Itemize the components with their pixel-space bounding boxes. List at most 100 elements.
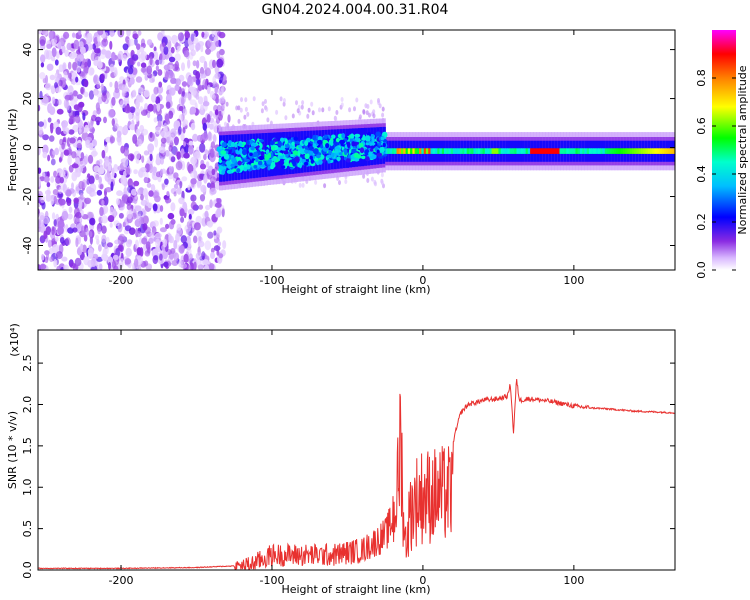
heatmap-cell: [279, 155, 284, 159]
heatmap-cell: [358, 114, 362, 120]
heatmap-cell: [160, 157, 164, 165]
heatmap-cell: [315, 154, 321, 159]
x-tick-label: -200: [109, 574, 134, 587]
heatmap-cell: [134, 37, 138, 46]
heatmap-cell: [55, 175, 62, 184]
heatmap-cell: [45, 193, 52, 202]
heatmap-cell: [133, 150, 141, 161]
snr-axes: -200 -100 0 100 0.0 0.5 1.0 1.5 2.0 2.5: [21, 330, 675, 587]
snr-x-label: Height of straight line (km): [281, 583, 430, 596]
heatmap-cell: [63, 264, 67, 270]
heatmap-cell: [557, 148, 561, 154]
heatmap-cell: [75, 264, 79, 270]
heatmap-cell: [221, 207, 225, 218]
heatmap-cell: [149, 153, 153, 162]
heatmap-cell: [550, 148, 554, 154]
heatmap-cell: [118, 212, 124, 219]
heatmap-cell: [83, 234, 88, 242]
heatmap-cell: [561, 148, 565, 154]
heatmap-cell: [39, 72, 46, 80]
heatmap-cell: [52, 150, 56, 156]
heatmap-cell: [133, 169, 138, 175]
heatmap-cell: [198, 204, 204, 210]
heatmap-cell: [346, 158, 351, 163]
heatmap-cell: [394, 148, 397, 154]
x-tick-label: -100: [259, 274, 284, 287]
heatmap-cell: [575, 148, 579, 154]
heatmap-cell: [593, 148, 597, 154]
heatmap-cell: [239, 107, 243, 113]
heatmap-cell: [187, 184, 191, 191]
heatmap-cell: [111, 167, 115, 178]
heatmap-cell: [321, 107, 325, 113]
heatmap-cell: [54, 34, 60, 41]
heatmap-cell: [95, 102, 100, 112]
heatmap-cell: [195, 71, 201, 80]
heatmap-cell: [178, 259, 183, 268]
heatmap-cell: [568, 148, 572, 154]
heatmap-cell: [212, 75, 216, 85]
colorbar-label: Normalized spectral amplitude: [736, 65, 749, 234]
heatmap-cell: [52, 189, 59, 196]
heatmap-cell: [103, 116, 107, 124]
heatmap-cell: [153, 191, 160, 199]
heatmap-cell: [206, 220, 213, 227]
heatmap-cell: [38, 167, 42, 174]
heatmap-cell: [128, 38, 135, 47]
heatmap-cell: [169, 87, 176, 96]
heatmap-cell: [638, 148, 642, 154]
heatmap-cell: [266, 117, 270, 123]
heatmap-cell: [656, 148, 660, 154]
heatmap-cell: [250, 146, 255, 151]
heatmap-cell: [50, 198, 54, 205]
heatmap-cell: [152, 203, 158, 212]
heatmap-cell: [192, 60, 197, 67]
heatmap-cell: [328, 149, 333, 155]
heatmap-cell: [199, 163, 207, 170]
heatmap-cell: [304, 140, 309, 146]
heatmap-cell: [135, 76, 143, 83]
heatmap-cell: [165, 101, 171, 109]
heatmap-cell: [146, 39, 153, 46]
heatmap-cell: [74, 207, 80, 217]
heatmap-cell: [140, 38, 146, 47]
heatmap-cell: [144, 194, 148, 201]
heatmap-cell: [258, 155, 265, 161]
colorbar-tick-label: 0.2: [695, 213, 708, 231]
heatmap-cell: [188, 145, 194, 155]
heatmap-cell: [97, 30, 104, 36]
heatmap-cell: [101, 225, 107, 234]
heatmap-cell: [416, 148, 420, 154]
heatmap-cell: [46, 63, 54, 71]
heatmap-cell: [80, 225, 85, 234]
snr-y-label: SNR (10 * v/v): [6, 411, 19, 489]
heatmap-cell: [327, 106, 331, 112]
heatmap-cell: [122, 43, 129, 51]
heatmap-cell: [153, 86, 159, 95]
spectrogram-heatmap: [38, 30, 675, 270]
spectrogram-frame: [37, 29, 676, 271]
heatmap-cell: [355, 128, 359, 167]
heatmap-cell: [298, 182, 302, 188]
heatmap-cell: [40, 62, 45, 68]
heatmap-cell: [181, 90, 185, 97]
heatmap-cell: [480, 148, 484, 154]
heatmap-cell: [360, 155, 366, 160]
heatmap-cell: [159, 205, 164, 212]
heatmap-cell: [209, 148, 215, 158]
heatmap-cell: [175, 161, 183, 171]
heatmap-cell: [197, 96, 204, 105]
heatmap-cell: [214, 151, 218, 158]
heatmap-cell: [282, 101, 286, 107]
heatmap-cell: [491, 148, 495, 154]
heatmap-cell: [59, 169, 66, 178]
heatmap-cell: [190, 201, 197, 210]
heatmap-cell: [163, 261, 169, 268]
heatmap-cell: [148, 190, 154, 197]
heatmap-cell: [230, 163, 236, 168]
heatmap-cell: [39, 90, 43, 101]
heatmap-cell: [203, 154, 207, 161]
heatmap-cell: [134, 192, 138, 200]
heatmap-cell: [143, 176, 149, 184]
heatmap-cell: [105, 187, 112, 193]
